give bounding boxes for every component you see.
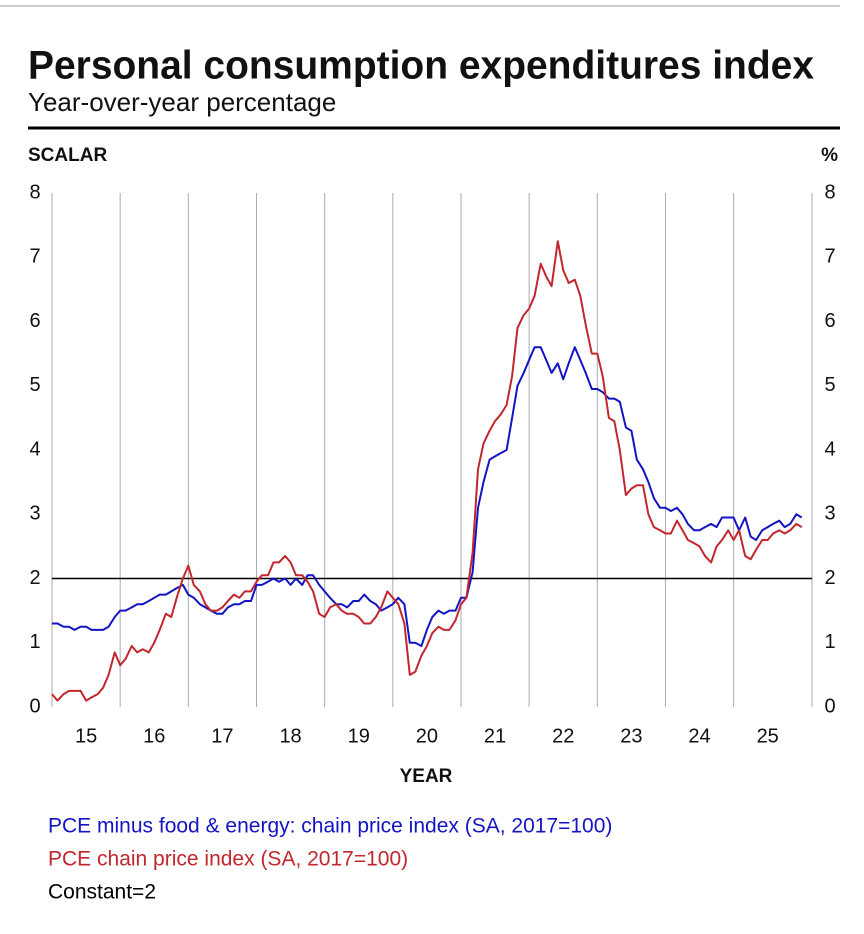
y-tick-label: 5 — [29, 374, 40, 396]
legend-entry: Constant=2 — [48, 881, 156, 904]
x-tick-label: 23 — [620, 725, 642, 747]
y2-tick-label: 6 — [824, 310, 835, 332]
legend-entry: PCE minus food & energy: chain price ind… — [48, 815, 612, 838]
y-tick-label: 8 — [29, 181, 40, 203]
y2-tick-label: 5 — [824, 374, 835, 396]
y2-tick-label: 7 — [824, 246, 835, 268]
y-tick-label: 1 — [29, 631, 40, 653]
x-tick-label: 22 — [552, 725, 574, 747]
x-tick-label: 17 — [211, 725, 233, 747]
x-tick-label: 24 — [688, 725, 710, 747]
y-tick-label: 7 — [29, 246, 40, 268]
x-tick-label: 20 — [416, 725, 438, 747]
y-tick-label: 6 — [29, 310, 40, 332]
y2-tick-label: 1 — [824, 631, 835, 653]
y-tick-label: 4 — [29, 438, 40, 460]
chart-subtitle: Year-over-year percentage — [28, 87, 336, 117]
y2-tick-label: 2 — [824, 567, 835, 589]
x-tick-label: 21 — [484, 725, 506, 747]
y2-axis-label: % — [821, 145, 838, 166]
x-axis-label: YEAR — [400, 766, 453, 787]
y2-tick-label: 3 — [824, 503, 835, 525]
x-tick-label: 25 — [757, 725, 779, 747]
y2-tick-label: 4 — [824, 438, 835, 460]
y2-tick-label: 8 — [824, 181, 835, 203]
x-tick-label: 15 — [75, 725, 97, 747]
y-axis-label: SCALAR — [28, 145, 107, 166]
x-tick-label: 19 — [348, 725, 370, 747]
y-tick-label: 3 — [29, 503, 40, 525]
series-line — [52, 346, 803, 647]
x-tick-label: 18 — [279, 725, 301, 747]
series-line — [51, 240, 803, 702]
chart-title: Personal consumption expenditures index — [28, 44, 814, 88]
y2-tick-label: 0 — [824, 695, 835, 717]
y-tick-label: 0 — [29, 695, 40, 717]
y-tick-label: 2 — [29, 567, 40, 589]
legend-entry: PCE chain price index (SA, 2017=100) — [48, 848, 408, 871]
x-tick-label: 16 — [143, 725, 165, 747]
